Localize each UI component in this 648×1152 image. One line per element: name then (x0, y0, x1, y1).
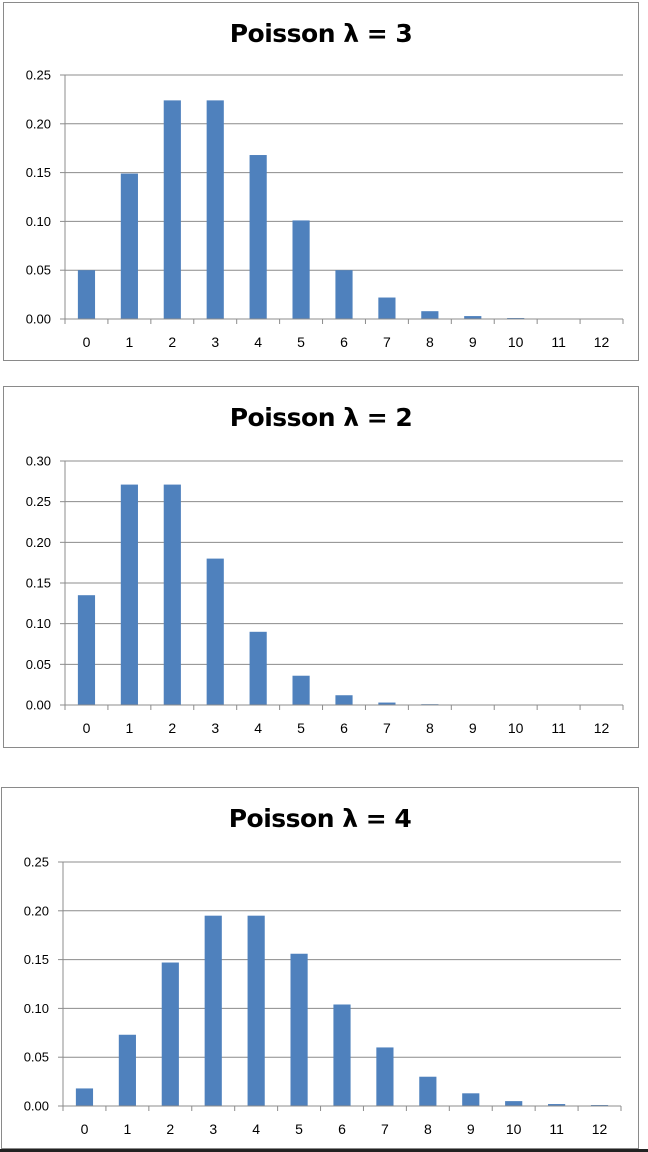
bar (292, 220, 310, 319)
x-tick-label: 3 (211, 334, 219, 350)
y-tick-label: 0.10 (26, 214, 51, 229)
y-tick-label: 0.05 (26, 657, 51, 672)
x-tick-label: 2 (168, 720, 176, 736)
x-tick-label: 7 (383, 334, 391, 350)
chart-poisson-4: Poisson λ = 4 0.00 0.05 0.10 0.15 0.20 0.25 0 1… (1, 787, 639, 1149)
bar (163, 484, 181, 705)
chart-title: Poisson λ = 2 (229, 403, 413, 432)
bar (376, 1047, 394, 1106)
x-tick-label: 6 (338, 1121, 346, 1137)
bar (378, 297, 396, 319)
x-tick-label: 10 (506, 1121, 522, 1137)
x-tick-label: 7 (381, 1121, 389, 1137)
chart-poisson-3: Poisson λ = 3 0.00 0.05 0.10 0.15 0.20 0.25 0 1… (3, 2, 639, 361)
chart-title: Poisson λ = 3 (229, 19, 413, 48)
bar (163, 100, 181, 319)
x-tick-label: 12 (594, 720, 610, 736)
x-tick-label: 9 (467, 1121, 475, 1137)
x-tick-label: 5 (295, 1121, 303, 1137)
bar (335, 270, 353, 319)
x-tick-label: 6 (340, 334, 348, 350)
bar (548, 1104, 566, 1106)
y-tick-label: 0.05 (26, 263, 51, 278)
bar (77, 595, 96, 705)
bar (292, 675, 310, 705)
y-tick-label: 0.10 (24, 1001, 49, 1016)
x-tick-label: 2 (166, 1121, 174, 1137)
bar (419, 1076, 437, 1106)
y-tick-label: 0.00 (24, 1099, 49, 1114)
y-tick-label: 0.25 (24, 855, 49, 870)
y-tick-label: 0.15 (26, 165, 51, 180)
x-tick-label: 2 (168, 334, 176, 350)
x-tick-label: 8 (424, 1121, 432, 1137)
bar (247, 915, 265, 1106)
y-tick-label: 0.00 (26, 312, 51, 327)
y-tick-label: 0.25 (26, 494, 51, 509)
bar (204, 915, 222, 1106)
bar (505, 1101, 523, 1106)
y-tick-label: 0.15 (26, 576, 51, 591)
x-tick-label: 12 (592, 1121, 608, 1137)
y-tick-label: 0.15 (24, 952, 49, 967)
chart-plot-area: 0.000.050.100.150.200.250 1 2 3 4 5 6 7 8 9 10 11 12 (24, 855, 622, 1137)
x-tick-label: 5 (297, 720, 305, 736)
x-tick-label: 8 (426, 334, 434, 350)
bar (249, 631, 267, 705)
bar (206, 558, 224, 705)
x-tick-label: 9 (469, 720, 477, 736)
y-tick-label: 0.20 (26, 535, 51, 550)
x-tick-label: 3 (211, 720, 219, 736)
bar (120, 173, 138, 319)
x-tick-label: 4 (254, 334, 262, 350)
bar (118, 1034, 136, 1106)
x-tick-label: 11 (549, 1121, 564, 1137)
bar (120, 484, 138, 705)
bar (290, 953, 308, 1106)
x-tick-label: 7 (383, 720, 391, 736)
chart-poisson-2: Poisson λ = 2 0.00 0.05 0.10 0.15 0.20 0.25 0.… (3, 386, 639, 748)
y-tick-label: 0.30 (26, 454, 51, 469)
x-tick-label: 5 (297, 334, 305, 350)
y-tick-label: 0.25 (26, 68, 51, 83)
bottom-divider (0, 1149, 648, 1152)
y-tick-label: 0.05 (24, 1050, 49, 1065)
x-tick-label: 11 (551, 334, 566, 350)
y-tick-label: 0.20 (26, 116, 51, 131)
x-tick-label: 11 (551, 720, 566, 736)
x-tick-label: 0 (83, 720, 91, 736)
x-tick-label: 1 (125, 720, 133, 736)
bar (161, 962, 179, 1106)
x-tick-label: 10 (508, 334, 524, 350)
x-tick-label: 4 (254, 720, 262, 736)
bar (378, 702, 396, 705)
x-tick-label: 8 (426, 720, 434, 736)
bar (335, 695, 353, 705)
bar (206, 100, 224, 319)
bar (249, 155, 267, 319)
chart-title: Poisson λ = 4 (228, 804, 412, 833)
x-tick-label: 0 (81, 1121, 89, 1137)
bar (333, 1004, 351, 1106)
x-tick-label: 1 (123, 1121, 131, 1137)
x-tick-label: 4 (252, 1121, 260, 1137)
y-tick-label: 0.10 (26, 616, 51, 631)
chart-plot-area: 0.000.050.100.150.200.250.300 1 2 3 4 5 6 7 8 9 10… (26, 454, 624, 736)
x-tick-label: 6 (340, 720, 348, 736)
x-tick-label: 3 (209, 1121, 217, 1137)
chart-plot-area: 0.000.050.100.150.200.250 1 2 3 4 5 6 7 8 9 10 11 12 (26, 68, 624, 350)
y-tick-label: 0.00 (26, 698, 51, 713)
bar (462, 1093, 480, 1106)
x-tick-label: 1 (125, 334, 133, 350)
y-tick-label: 0.20 (24, 903, 49, 918)
bar (464, 316, 482, 319)
bar (77, 270, 96, 319)
x-tick-label: 12 (594, 334, 610, 350)
bar (421, 311, 439, 319)
x-tick-label: 10 (508, 720, 524, 736)
bar (75, 1088, 94, 1106)
x-tick-label: 9 (469, 334, 477, 350)
x-tick-label: 0 (83, 334, 91, 350)
